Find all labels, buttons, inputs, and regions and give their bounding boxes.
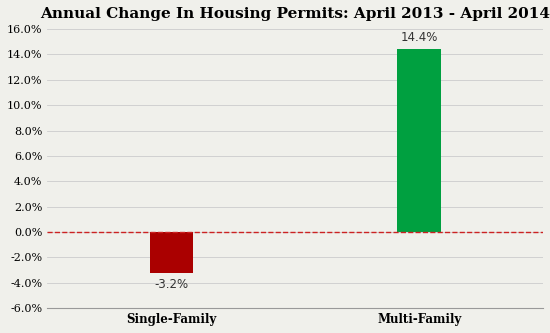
Bar <box>398 49 441 232</box>
Title: Annual Change In Housing Permits: April 2013 - April 2014: Annual Change In Housing Permits: April … <box>40 7 550 21</box>
Text: 14.4%: 14.4% <box>400 31 438 44</box>
Bar <box>150 232 193 273</box>
Text: -3.2%: -3.2% <box>154 278 188 291</box>
